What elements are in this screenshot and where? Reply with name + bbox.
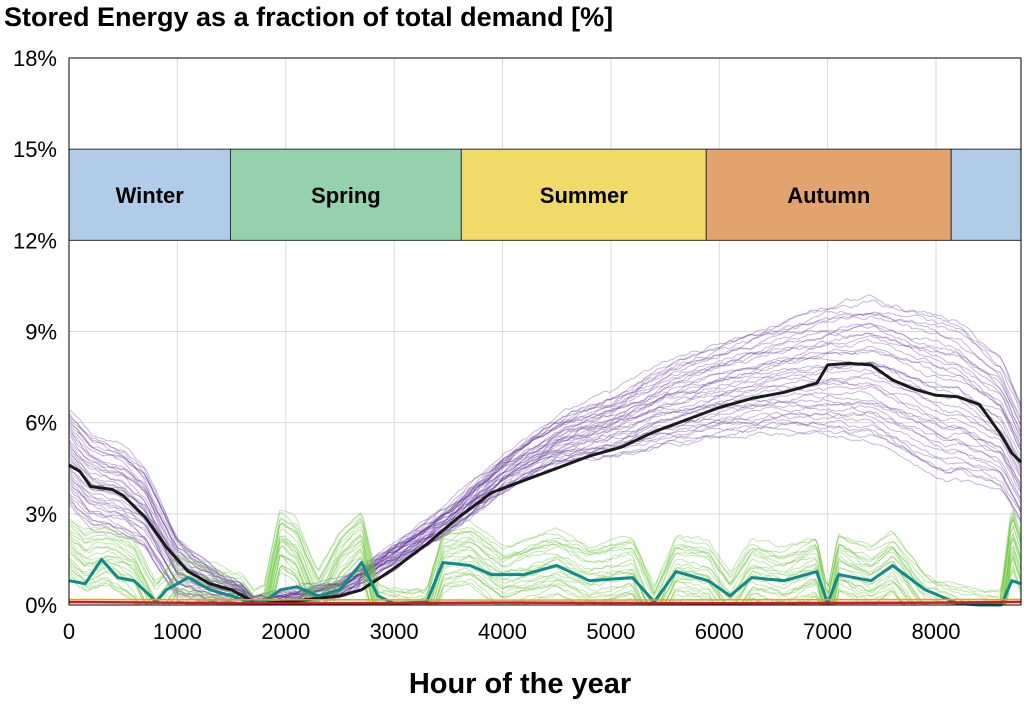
plot-frame	[68, 57, 1022, 606]
purple-member-line	[68, 331, 1022, 599]
x-tick-label: 5000	[586, 619, 635, 644]
purple-member-line	[68, 313, 1022, 602]
season-label: Summer	[540, 183, 628, 208]
y-tick-label: 3%	[25, 502, 57, 527]
green-member-line	[68, 508, 1022, 594]
x-tick-label: 8000	[912, 619, 961, 644]
x-tick-label: 7000	[803, 619, 852, 644]
green-member-line	[68, 518, 1022, 606]
x-axis-label: Hour of the year	[409, 668, 631, 700]
x-tick-label: 0	[63, 619, 75, 644]
purple-member-line	[68, 322, 1022, 602]
purple-member-line	[68, 426, 1022, 606]
y-tick-label: 15%	[13, 137, 57, 162]
purple-member-line	[68, 421, 1022, 606]
purple-member-line	[68, 299, 1022, 602]
median-teal-line	[68, 557, 1022, 607]
green-member-line	[68, 536, 1022, 606]
green-member-line	[68, 518, 1022, 606]
purple-member-line	[68, 390, 1022, 604]
tick-layer: 0 1000 2000 3000 4000 5000 6000 7000 8000 0% 3% 6% 9…	[13, 46, 961, 644]
green-member-line	[68, 509, 1022, 594]
purple-member-line	[68, 323, 1022, 599]
purple-member-line	[68, 334, 1022, 600]
x-tick-label: 4000	[478, 619, 527, 644]
season-block	[229, 148, 462, 241]
green-member-line	[68, 514, 1022, 599]
series-layer	[68, 294, 1023, 607]
y-tick-label: 6%	[25, 411, 57, 436]
purple-member-line	[68, 400, 1022, 604]
x-tick-label: 1000	[153, 619, 202, 644]
x-tick-label: 2000	[261, 619, 310, 644]
purple-member-line	[68, 311, 1022, 604]
green-member-line	[68, 523, 1022, 606]
grid-layer	[68, 57, 1021, 606]
green-member-line	[68, 514, 1022, 599]
season-block	[460, 148, 707, 241]
y-tick-label: 12%	[13, 228, 57, 253]
purple-member-line	[68, 310, 1022, 600]
y-tick-label: 18%	[13, 46, 57, 71]
season-label: Winter	[116, 183, 185, 208]
purple-member-line	[68, 294, 1022, 598]
purple-member-line	[68, 361, 1022, 603]
purple-member-line	[68, 315, 1022, 599]
purple-member-line	[68, 415, 1022, 606]
purple-member-line	[68, 405, 1022, 605]
purple-member-line	[68, 379, 1022, 606]
y-tick-label: 0%	[25, 593, 57, 618]
season-block	[68, 148, 231, 241]
purple-member-line	[68, 368, 1022, 602]
purple-member-line	[68, 372, 1022, 603]
purple-member-line	[68, 332, 1022, 606]
median-black-line	[68, 361, 1023, 605]
orange-line	[68, 598, 1022, 601]
purple-member-line	[68, 349, 1022, 599]
purple-member-line	[68, 325, 1022, 604]
season-label: Autumn	[787, 183, 870, 208]
x-tick-label: 6000	[695, 619, 744, 644]
season-band: Winter Spring Summer Autumn	[68, 148, 1022, 241]
season-block	[950, 148, 1022, 241]
purple-member-line	[68, 338, 1022, 598]
chart-title: Stored Energy as a fraction of total dem…	[4, 2, 614, 32]
season-label: Spring	[311, 183, 381, 208]
y-tick-label: 9%	[25, 320, 57, 345]
green-member-line	[68, 517, 1022, 606]
green-member-line	[68, 526, 1022, 607]
x-tick-label: 3000	[370, 619, 419, 644]
season-block	[705, 148, 952, 241]
red-line	[68, 600, 1022, 605]
